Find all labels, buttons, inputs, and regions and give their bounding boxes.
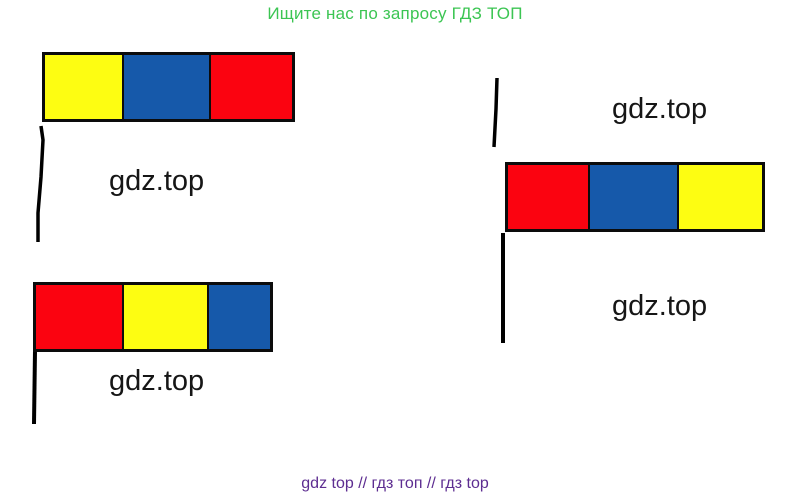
- flag-segment: [45, 55, 122, 119]
- flag-segment: [508, 165, 588, 229]
- flag-segment: [209, 55, 292, 119]
- flagpole-top-left: [36, 125, 45, 242]
- flagpole-bottom-left: [32, 350, 37, 425]
- watermark-text: gdz.top: [109, 365, 205, 397]
- flag-segment: [122, 55, 209, 119]
- page-title: Ищите нас по запросу ГДЗ ТОП: [267, 4, 523, 23]
- flag-red-blue-yellow: [505, 162, 765, 232]
- watermark-text: gdz.top: [612, 290, 708, 322]
- watermark-text: gdz.top: [612, 93, 708, 125]
- flag-segment: [588, 165, 677, 229]
- flag-red-yellow-blue: [33, 282, 273, 352]
- flagpole-right-top: [492, 77, 499, 148]
- flag-segment: [677, 165, 762, 229]
- footer-keywords: gdz top // гдз топ // гдз top: [301, 475, 489, 492]
- flag-segment: [36, 285, 122, 349]
- flag-yellow-blue-red: [42, 52, 295, 122]
- flag-segment: [207, 285, 270, 349]
- flag-segment: [122, 285, 207, 349]
- watermark-text: gdz.top: [109, 165, 205, 197]
